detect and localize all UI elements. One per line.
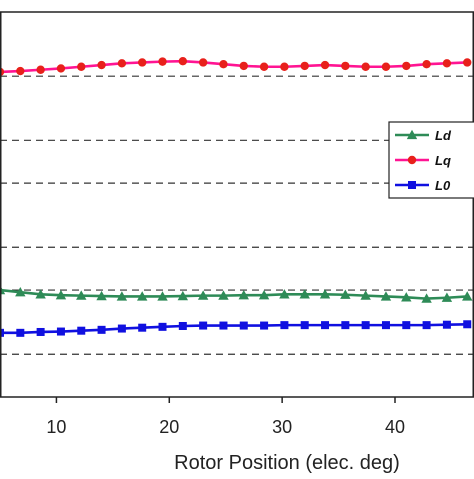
data-point bbox=[441, 292, 453, 302]
legend-label: Lq bbox=[435, 153, 451, 168]
data-point bbox=[462, 291, 473, 301]
data-point bbox=[35, 289, 46, 299]
data-point bbox=[218, 290, 229, 300]
data-point bbox=[77, 62, 86, 71]
x-tick-label: 10 bbox=[46, 417, 66, 437]
data-point bbox=[320, 60, 330, 70]
data-point bbox=[319, 289, 331, 299]
data-point bbox=[15, 286, 26, 297]
data-point bbox=[406, 129, 418, 140]
data-point bbox=[407, 155, 417, 165]
data-point bbox=[97, 60, 106, 70]
data-point bbox=[158, 57, 167, 66]
legend: Ld Lq L0 bbox=[388, 121, 474, 199]
data-point bbox=[158, 322, 167, 331]
data-point bbox=[422, 321, 431, 330]
data-point bbox=[96, 290, 107, 301]
data-point bbox=[16, 328, 25, 337]
data-point bbox=[197, 290, 209, 300]
series-line bbox=[0, 288, 468, 300]
data-point bbox=[360, 290, 371, 300]
data-point bbox=[279, 289, 290, 299]
data-point bbox=[0, 328, 4, 337]
data-point bbox=[36, 65, 45, 74]
data-point bbox=[361, 62, 370, 71]
data-point bbox=[258, 289, 270, 300]
data-point bbox=[178, 56, 188, 66]
data-point bbox=[380, 291, 392, 301]
data-point bbox=[299, 289, 310, 299]
data-point bbox=[36, 327, 45, 336]
data-point bbox=[157, 291, 168, 301]
series-line bbox=[0, 59, 468, 74]
data-point bbox=[341, 321, 350, 330]
x-tick-label: 30 bbox=[272, 417, 292, 437]
data-point bbox=[97, 325, 106, 334]
series-ld bbox=[0, 284, 473, 303]
data-point bbox=[77, 326, 86, 335]
data-point bbox=[280, 321, 289, 330]
data-point bbox=[239, 321, 248, 330]
gridlines bbox=[0, 75, 474, 355]
data-point bbox=[138, 323, 147, 332]
x-tick-label: 40 bbox=[385, 417, 405, 437]
data-point bbox=[219, 321, 228, 330]
series-l0 bbox=[0, 320, 472, 337]
data-point bbox=[138, 58, 147, 67]
data-point bbox=[402, 321, 411, 330]
data-point bbox=[259, 62, 269, 71]
data-point bbox=[16, 66, 25, 76]
data-point bbox=[401, 292, 412, 302]
data-point bbox=[402, 61, 411, 71]
data-point bbox=[198, 58, 208, 67]
data-point bbox=[260, 321, 269, 330]
data-point bbox=[321, 321, 330, 330]
axes: 10 20 30 40 Rotor Position (elec. deg) bbox=[0, 11, 474, 474]
legend-label: Ld bbox=[435, 128, 452, 143]
data-point bbox=[463, 58, 472, 67]
data-point bbox=[381, 321, 390, 330]
data-point bbox=[300, 321, 309, 330]
series-line bbox=[0, 322, 468, 335]
x-tick-label: 20 bbox=[159, 417, 179, 437]
data-point bbox=[116, 291, 128, 301]
series-group bbox=[0, 56, 473, 337]
legend-item-lq: Lq bbox=[395, 153, 451, 168]
data-point bbox=[177, 290, 189, 301]
data-point bbox=[117, 59, 127, 68]
legend-item-l0: L0 bbox=[395, 178, 451, 193]
series-lq bbox=[0, 56, 472, 77]
data-point bbox=[442, 59, 452, 68]
data-point bbox=[463, 320, 472, 329]
data-point bbox=[117, 324, 126, 333]
legend-item-ld: Ld bbox=[395, 128, 452, 143]
data-point bbox=[422, 59, 431, 69]
x-axis-label: Rotor Position (elec. deg) bbox=[174, 452, 400, 474]
data-point bbox=[421, 293, 432, 303]
legend-label: L0 bbox=[435, 178, 451, 193]
data-point bbox=[56, 327, 65, 336]
data-point bbox=[199, 321, 208, 330]
data-point bbox=[361, 321, 370, 330]
data-point bbox=[442, 320, 451, 329]
data-point bbox=[137, 291, 148, 301]
data-point bbox=[238, 289, 249, 300]
data-point bbox=[300, 61, 309, 71]
data-point bbox=[178, 321, 187, 330]
data-point bbox=[381, 62, 391, 71]
data-point bbox=[239, 61, 248, 71]
data-point bbox=[76, 290, 87, 300]
data-point bbox=[340, 289, 351, 299]
data-point bbox=[280, 62, 289, 71]
data-point bbox=[341, 61, 350, 71]
data-point bbox=[408, 181, 416, 189]
data-point bbox=[55, 289, 67, 300]
data-point bbox=[56, 64, 66, 73]
data-point bbox=[219, 59, 228, 69]
